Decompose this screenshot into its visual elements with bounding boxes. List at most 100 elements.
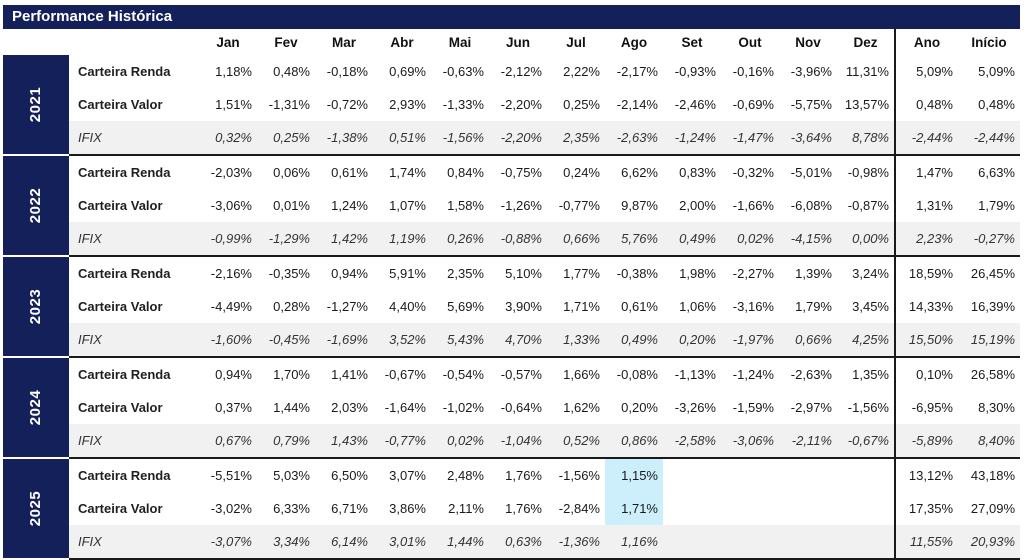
row-label: Carteira Valor <box>78 97 163 112</box>
value-cell: -0,98% <box>847 165 889 180</box>
value-cell: 2,00% <box>679 198 716 213</box>
value-cell: 5,76% <box>605 222 663 257</box>
value-cell: -3,16% <box>732 299 774 314</box>
table-row: Carteira Valor -3,06% 0,01% 1,24% 1,07% 1,58%… <box>3 189 1020 222</box>
value-cell: 1,07% <box>389 198 426 213</box>
value-cell: 0,79% <box>257 424 315 459</box>
value-cell: -0,69% <box>732 97 774 112</box>
value-cell: 1,66% <box>563 367 600 382</box>
value-cell: -2,14% <box>616 97 658 112</box>
value-cell: 3,07% <box>389 468 426 483</box>
year-label-cell: 2022 <box>3 155 69 257</box>
value-cell: -0,64% <box>500 400 542 415</box>
value-cell: 1,74% <box>389 165 426 180</box>
value-cell: 8,78% <box>837 121 895 156</box>
table-row: IFIX -1,60% -0,45% -1,69% 3,52% 5,43% 4,70% 1,3… <box>3 323 1020 358</box>
row-label: Carteira Renda <box>78 165 171 180</box>
value-cell: -2,12% <box>500 64 542 79</box>
value-cell: 0,26% <box>431 222 489 257</box>
value-cell: 6,33% <box>273 501 310 516</box>
table-row: 2021 Carteira Renda 1,18% 0,48% -0,18% 0,69% -… <box>3 55 1020 156</box>
row-label: IFIX <box>69 424 199 459</box>
value-cell: -1,04% <box>489 424 547 459</box>
value-cell: 3,86% <box>389 501 426 516</box>
row-label: Carteira Renda <box>78 64 171 79</box>
row-label: Carteira Renda <box>78 266 171 281</box>
value-cell: 5,69% <box>447 299 484 314</box>
value-cell <box>663 492 721 525</box>
value-cell: 5,03% <box>273 468 310 483</box>
table-row: 2024 Carteira Renda 0,94% 1,70% 1,41% -0,67% -… <box>3 357 1020 459</box>
value-cell: -2,20% <box>489 121 547 156</box>
value-cell: 1,42% <box>315 222 373 257</box>
column-header-mai: Mai <box>448 34 472 50</box>
value-cell: 0,66% <box>779 323 837 358</box>
value-cell: 0,94% <box>215 367 252 382</box>
header-blank-year <box>3 29 69 55</box>
value-cell: -1,31% <box>268 97 310 112</box>
value-cell: -0,75% <box>500 165 542 180</box>
value-cell: -1,02% <box>442 400 484 415</box>
value-cell: -1,24% <box>732 367 774 382</box>
value-cell: -2,63% <box>790 367 832 382</box>
value-cell: 1,06% <box>679 299 716 314</box>
value-cell: 1,43% <box>315 424 373 459</box>
table-row: Carteira Valor -4,49% 0,28% -1,27% 4,40% 5,69… <box>3 290 1020 323</box>
performance-table-container: Performance Histórica Jan Fev Mar Abr Mai Jun… <box>3 5 1020 560</box>
value-cell <box>721 458 779 492</box>
row-label: Carteira Valor <box>78 501 163 516</box>
value-cell: 0,51% <box>373 121 431 156</box>
value-cell: 0,28% <box>273 299 310 314</box>
value-cell: -0,32% <box>732 165 774 180</box>
performance-table: Jan Fev Mar Abr Mai Jun Jul Ago Set Out Nov Dez Ano I… <box>3 29 1020 560</box>
value-cell: -2,16% <box>210 266 252 281</box>
value-cell: -2,44% <box>958 121 1020 156</box>
value-cell: 1,35% <box>852 367 889 382</box>
value-cell: 5,09% <box>978 64 1015 79</box>
value-cell: -1,97% <box>721 323 779 358</box>
value-cell: -2,44% <box>894 121 958 156</box>
value-cell: -0,67% <box>384 367 426 382</box>
value-cell: 13,12% <box>894 458 958 492</box>
value-cell: -0,16% <box>732 64 774 79</box>
value-cell: -0,77% <box>558 198 600 213</box>
value-cell: 5,10% <box>505 266 542 281</box>
value-cell: -6,95% <box>894 391 958 424</box>
table-row: Carteira Valor -3,02% 6,33% 6,71% 3,86% 2,11%… <box>3 492 1020 525</box>
value-cell: -3,06% <box>210 198 252 213</box>
column-header-fev: Fev <box>274 34 298 50</box>
table-row: 2023 Carteira Renda -2,16% -0,35% 0,94% 5,91%… <box>3 256 1020 358</box>
value-cell: 13,57% <box>844 97 889 112</box>
year-label: 2023 <box>27 288 45 325</box>
value-cell: -1,56% <box>847 400 889 415</box>
value-cell: -5,51% <box>210 468 252 483</box>
value-cell: -0,27% <box>958 222 1020 257</box>
value-cell: 1,47% <box>894 155 958 189</box>
value-cell: -0,45% <box>257 323 315 358</box>
value-cell: 6,71% <box>331 501 368 516</box>
value-cell: -2,17% <box>616 64 658 79</box>
value-cell: 0,49% <box>663 222 721 257</box>
value-cell: 1,76% <box>505 468 542 483</box>
value-cell: -0,57% <box>500 367 542 382</box>
value-cell: 1,71% <box>563 299 600 314</box>
value-cell: 26,58% <box>970 367 1015 382</box>
table-body: 2021 Carteira Renda 1,18% 0,48% -0,18% 0,69% -… <box>3 55 1020 560</box>
value-cell: -0,54% <box>442 367 484 382</box>
value-cell: 0,86% <box>605 424 663 459</box>
value-cell: 6,63% <box>978 165 1015 180</box>
value-cell: -2,03% <box>210 165 252 180</box>
value-cell: -0,38% <box>616 266 658 281</box>
value-cell: -1,47% <box>721 121 779 156</box>
value-cell: 0,32% <box>199 121 257 156</box>
value-cell: 5,09% <box>894 55 958 88</box>
year-label: 2021 <box>27 86 45 123</box>
value-cell: -5,89% <box>894 424 958 459</box>
value-cell: 1,39% <box>795 266 832 281</box>
value-cell: 17,35% <box>894 492 958 525</box>
value-cell: 1,79% <box>978 198 1015 213</box>
value-cell: 1,44% <box>273 400 310 415</box>
value-cell: 1,76% <box>505 501 542 516</box>
value-cell: 18,59% <box>894 256 958 290</box>
value-cell: -3,64% <box>779 121 837 156</box>
